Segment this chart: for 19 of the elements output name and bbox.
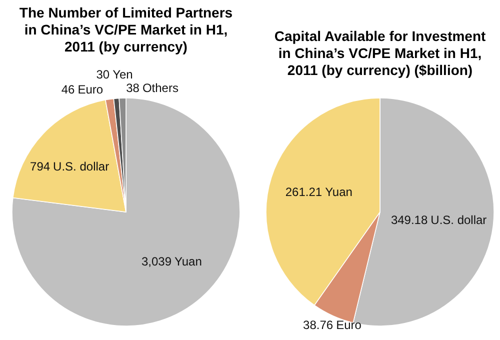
pie-slice [12,98,240,326]
slice-label: U.S. dollar [430,212,487,227]
data-label: 30 [96,67,110,82]
data-label: 38 [126,81,140,96]
slice-label: Yen [112,67,133,82]
slice-label: Yuan [325,185,352,200]
data-label: 46 [61,82,76,96]
slice-label: Euro [78,82,104,96]
slice-label: Yuan [174,254,202,269]
chart-title: The Number of Limited Partners in China’s VC/PE Market in H1, 2011 (by currency) [19,4,233,54]
data-label: 261.21 [285,185,322,200]
slice-label: Others [142,81,178,96]
data-label: 349.18 [390,212,428,227]
data-label: 38.76 [303,318,334,332]
slice-label: U.S. dollar [53,160,110,174]
slice-label: Euro [336,318,362,332]
data-label: 794 [30,160,50,174]
chart-title: Capital Available for Investment in China’s VC/PE Market in H1, 2011 (by currency) ($billion) [274,28,486,78]
data-label: 3,039 [142,254,172,269]
